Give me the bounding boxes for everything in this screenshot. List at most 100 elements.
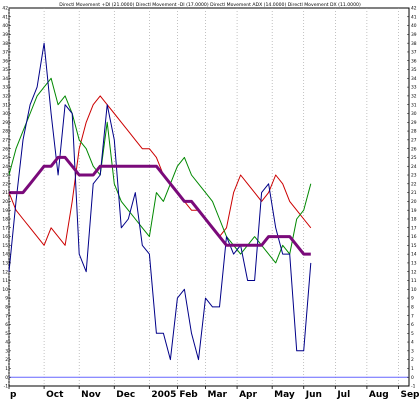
y-tick-label: 7 bbox=[411, 313, 414, 319]
x-tick-label: Oct bbox=[46, 390, 64, 400]
y-tick-label: 6 bbox=[5, 322, 8, 328]
y-tick-label: 29 bbox=[411, 120, 417, 126]
y-tick-label: 3 bbox=[5, 348, 8, 354]
y-tick-label: 7 bbox=[5, 313, 8, 319]
series-group bbox=[8, 42, 312, 361]
y-tick-label: 22 bbox=[411, 181, 417, 187]
y-tick-label: 20 bbox=[2, 199, 8, 205]
y-tick-label: 40 bbox=[411, 23, 417, 29]
y-tick-label: 24 bbox=[411, 164, 417, 170]
y-tick-label: 38 bbox=[411, 41, 417, 47]
y-tick-label: 17 bbox=[411, 225, 417, 231]
y-tick-label: 29 bbox=[2, 120, 8, 126]
y-tick-label: 15 bbox=[2, 243, 8, 249]
y-tick-label: 27 bbox=[411, 137, 417, 143]
x-tick-label: p bbox=[10, 390, 17, 400]
y-tick-label: 8 bbox=[5, 304, 8, 310]
y-tick-label: 11 bbox=[2, 278, 8, 284]
y-tick-label: 35 bbox=[411, 67, 417, 73]
y-tick-label: 36 bbox=[411, 58, 417, 64]
y-axis-left: -101234567891011121314151617181920212223… bbox=[2, 6, 11, 390]
y-tick-label: 32 bbox=[411, 94, 417, 100]
y-tick-label: 30 bbox=[411, 111, 417, 117]
y-tick-label: 20 bbox=[411, 199, 417, 205]
y-tick-label: 13 bbox=[2, 261, 8, 267]
y-tick-label: 9 bbox=[411, 296, 414, 302]
y-tick-label: 12 bbox=[2, 269, 8, 275]
y-tick-label: 31 bbox=[411, 102, 417, 108]
x-tick-label: Nov bbox=[81, 390, 101, 400]
y-tick-label: -1 bbox=[411, 384, 416, 390]
series-line-1 bbox=[8, 95, 312, 246]
series-line-4 bbox=[9, 155, 311, 256]
y-tick-label: 39 bbox=[2, 32, 8, 38]
y-tick-label: 4 bbox=[411, 340, 414, 346]
y-tick-label: 24 bbox=[2, 164, 8, 170]
y-tick-label: 42 bbox=[2, 6, 8, 12]
y-tick-label: 1 bbox=[411, 366, 414, 372]
y-tick-label: 32 bbox=[2, 94, 8, 100]
y-tick-label: 35 bbox=[2, 67, 8, 73]
y-tick-label: 31 bbox=[2, 102, 8, 108]
y-tick-label: 25 bbox=[2, 155, 8, 161]
y-tick-label: 21 bbox=[2, 190, 8, 196]
y-tick-label: 9 bbox=[5, 296, 8, 302]
y-tick-label: 5 bbox=[5, 331, 8, 337]
x-tick-label: Dec bbox=[116, 390, 135, 400]
y-tick-label: 38 bbox=[2, 41, 8, 47]
y-tick-label: 0 bbox=[5, 375, 8, 381]
y-tick-label: 6 bbox=[411, 322, 414, 328]
y-tick-label: 21 bbox=[411, 190, 417, 196]
y-tick-label: 8 bbox=[411, 304, 414, 310]
y-tick-label: 13 bbox=[411, 261, 417, 267]
y-tick-label: 41 bbox=[2, 14, 8, 20]
y-tick-label: 10 bbox=[2, 287, 8, 293]
y-tick-label: 12 bbox=[411, 269, 417, 275]
grid bbox=[8, 8, 409, 386]
y-tick-label: -1 bbox=[4, 384, 9, 390]
series-line-3 bbox=[8, 42, 312, 361]
y-tick-label: 40 bbox=[2, 23, 8, 29]
y-tick-label: 10 bbox=[411, 287, 417, 293]
y-tick-label: 2 bbox=[5, 357, 8, 363]
y-tick-label: 16 bbox=[411, 234, 417, 240]
y-tick-label: 0 bbox=[411, 375, 414, 381]
x-tick-label: Apr bbox=[239, 390, 257, 400]
y-tick-label: 11 bbox=[411, 278, 417, 284]
y-tick-label: 34 bbox=[2, 76, 8, 82]
y-tick-label: 19 bbox=[411, 208, 417, 214]
y-tick-label: 14 bbox=[2, 252, 8, 258]
y-tick-label: 22 bbox=[2, 181, 8, 187]
y-tick-label: 15 bbox=[411, 243, 417, 249]
y-tick-label: 41 bbox=[411, 14, 417, 20]
y-tick-label: 42 bbox=[411, 6, 417, 12]
y-tick-label: 39 bbox=[411, 32, 417, 38]
y-tick-label: 17 bbox=[2, 225, 8, 231]
y-tick-label: 16 bbox=[2, 234, 8, 240]
y-tick-label: 28 bbox=[2, 129, 8, 135]
y-tick-label: 36 bbox=[2, 58, 8, 64]
x-tick-label: Feb bbox=[179, 390, 198, 400]
y-tick-label: 33 bbox=[2, 85, 8, 91]
x-tick-label: Aug bbox=[369, 390, 389, 400]
y-tick-label: 30 bbox=[2, 111, 8, 117]
y-tick-label: 5 bbox=[411, 331, 414, 337]
y-tick-label: 2 bbox=[411, 357, 414, 363]
y-tick-label: 37 bbox=[2, 50, 8, 56]
x-tick-label: Jun bbox=[305, 390, 322, 400]
y-tick-label: 28 bbox=[411, 129, 417, 135]
y-tick-label: 26 bbox=[411, 146, 417, 152]
x-tick-label: May bbox=[274, 390, 295, 400]
y-tick-label: 25 bbox=[411, 155, 417, 161]
y-tick-label: 23 bbox=[411, 173, 417, 179]
y-tick-label: 23 bbox=[2, 173, 8, 179]
y-tick-label: 34 bbox=[411, 76, 417, 82]
y-axis-right: -101234567891011121314151617181920212223… bbox=[407, 6, 417, 390]
x-tick-label: 2005 bbox=[151, 390, 176, 400]
y-tick-label: 4 bbox=[5, 340, 8, 346]
x-tick-label: Sep bbox=[400, 390, 420, 400]
x-tick-label: Jul bbox=[336, 390, 350, 400]
x-axis: p Oct Nov Dec 2005 Feb Mar Apr May Jun Jul Aug Sep bbox=[8, 386, 420, 400]
